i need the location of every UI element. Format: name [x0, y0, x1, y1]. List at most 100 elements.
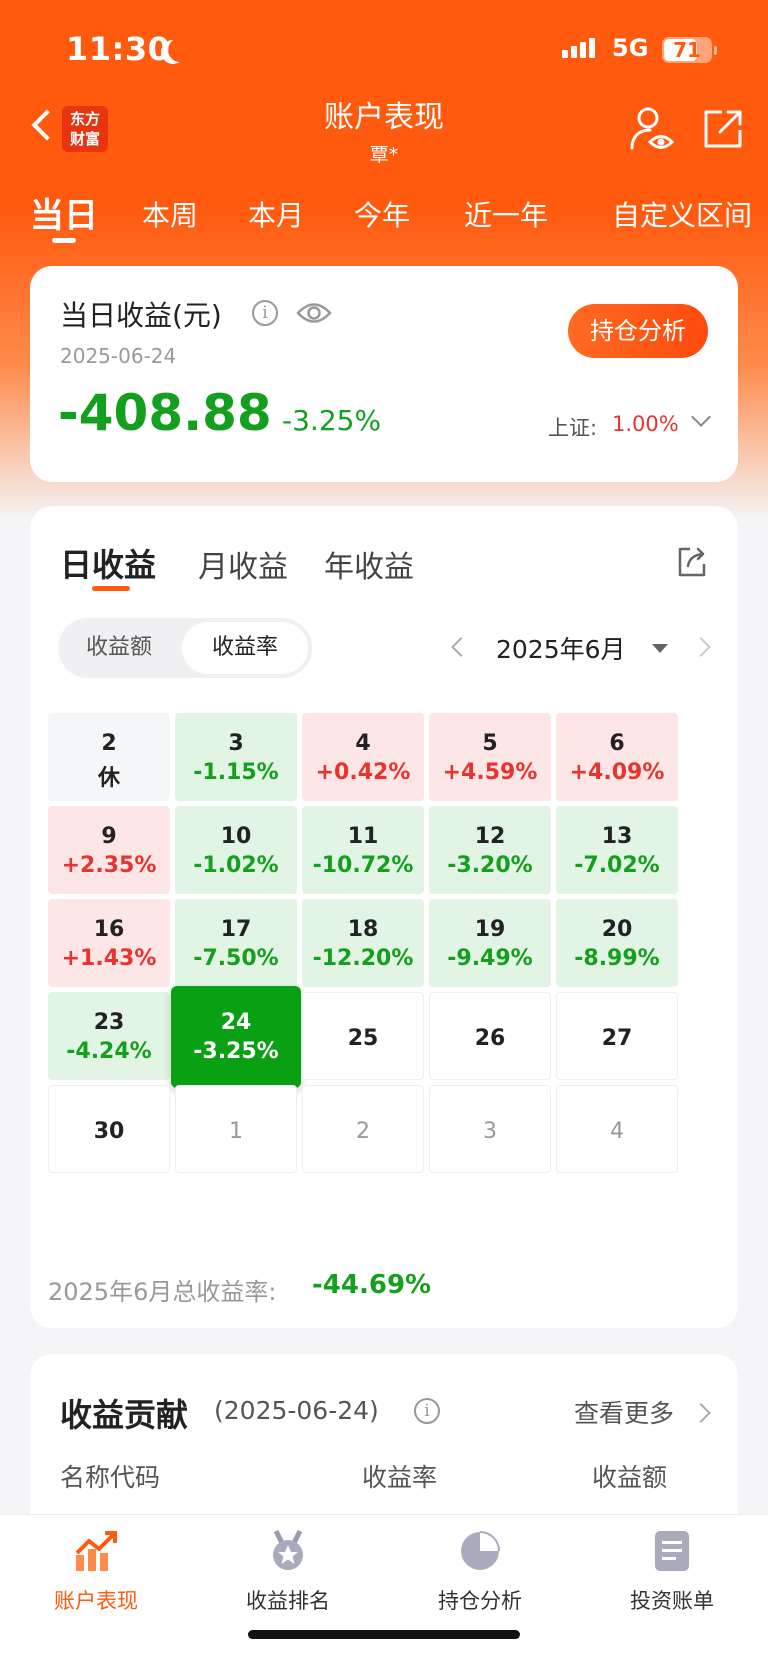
- calendar-day-cell[interactable]: 25: [302, 992, 424, 1080]
- summary-card: 当日收益(元) i 2025-06-24 持仓分析 -408.88 -3.25%…: [30, 266, 738, 482]
- index-value[interactable]: 1.00%: [612, 412, 679, 436]
- tab-last-year[interactable]: 近一年: [464, 199, 549, 232]
- user-privacy-icon[interactable]: [630, 106, 674, 152]
- bottom-tab-account[interactable]: 账户表现: [0, 1515, 192, 1625]
- calendar-day-number: 11: [347, 824, 379, 849]
- info-icon[interactable]: i: [414, 1398, 440, 1424]
- calendar-day-number: 1: [229, 1119, 243, 1144]
- toggle-amount[interactable]: 收益额: [85, 635, 152, 660]
- tab-this-year[interactable]: 今年: [354, 199, 411, 232]
- calendar-day-cell[interactable]: 4 +0.42%: [302, 713, 424, 801]
- share-icon[interactable]: [676, 546, 708, 578]
- calendar-day-cell[interactable]: 13 -7.02%: [556, 806, 678, 894]
- info-icon[interactable]: i: [252, 300, 278, 326]
- index-label[interactable]: 上证:: [548, 416, 598, 440]
- calendar-day-cell[interactable]: 1: [175, 1085, 297, 1173]
- bottom-tab-bills[interactable]: 投资账单: [576, 1515, 768, 1625]
- brand-logo: 东方财富: [62, 106, 108, 152]
- calendar-day-cell[interactable]: 20 -8.99%: [556, 899, 678, 987]
- calendar-day-value: 休: [97, 766, 120, 791]
- column-header-amount[interactable]: 收益额: [592, 1463, 668, 1492]
- prev-month-chevron-icon[interactable]: [451, 637, 471, 657]
- tab-monthly-earnings[interactable]: 月收益: [198, 550, 288, 585]
- active-tab-indicator: [52, 238, 76, 243]
- calendar-day-cell[interactable]: 27: [556, 992, 678, 1080]
- calendar-day-cell[interactable]: 9 +2.35%: [48, 806, 170, 894]
- column-header-rate[interactable]: 收益率: [362, 1463, 438, 1492]
- calendar-day-cell[interactable]: 4: [556, 1085, 678, 1173]
- calendar-day-number: 26: [474, 1026, 506, 1051]
- calendar-day-cell[interactable]: 12 -3.20%: [429, 806, 551, 894]
- calendar-day-value: -8.99%: [574, 946, 660, 971]
- calendar-day-cell[interactable]: 24 -3.25%: [171, 986, 301, 1088]
- daily-profit-amount: -408.88: [58, 384, 272, 442]
- month-label[interactable]: 2025年6月: [496, 635, 626, 664]
- page-title: 账户表现: [324, 100, 444, 135]
- calendar-day-cell[interactable]: 3 -1.15%: [175, 713, 297, 801]
- bottom-tab-ranking[interactable]: 收益排名: [192, 1515, 384, 1625]
- bottom-tab-label: 持仓分析: [438, 1589, 522, 1613]
- calendar-day-number: 3: [483, 1119, 497, 1144]
- calendar-day-cell[interactable]: 23 -4.24%: [48, 992, 170, 1080]
- calendar-day-cell[interactable]: 19 -9.49%: [429, 899, 551, 987]
- summary-date: 2025-06-24: [60, 344, 177, 368]
- calendar-day-cell[interactable]: 16 +1.43%: [48, 899, 170, 987]
- bottom-tab-holdings[interactable]: 持仓分析: [384, 1515, 576, 1625]
- calendar-day-value: -4.24%: [66, 1039, 152, 1064]
- account-name: 覃*: [369, 144, 399, 166]
- column-header-name: 名称代码: [60, 1463, 161, 1492]
- calendar-day-value: +4.09%: [569, 760, 665, 785]
- earnings-calendar-card: 日收益 月收益 年收益 收益额 收益率 2025年6月 周一 周二 周三 周四 …: [30, 506, 738, 1328]
- tab-daily-earnings[interactable]: 日收益: [60, 546, 157, 584]
- tab-yearly-earnings[interactable]: 年收益: [324, 550, 414, 585]
- contribution-date: (2025-06-24): [214, 1396, 379, 1425]
- calendar-day-cell[interactable]: 3: [429, 1085, 551, 1173]
- moon-icon: [168, 38, 192, 62]
- calendar-day-number: 2: [101, 731, 117, 756]
- tab-this-week[interactable]: 本周: [142, 199, 199, 232]
- calendar-day-number: 4: [610, 1119, 624, 1144]
- calendar-day-number: 2: [356, 1119, 370, 1144]
- calendar-day-value: -7.50%: [193, 946, 279, 971]
- calendar-day-cell[interactable]: 17 -7.50%: [175, 899, 297, 987]
- calendar-day-cell[interactable]: 2: [302, 1085, 424, 1173]
- toggle-rate[interactable]: 收益率: [182, 622, 308, 674]
- calendar-day-value: -3.25%: [193, 1039, 279, 1064]
- eye-icon[interactable]: [296, 296, 332, 330]
- bottom-tab-label: 账户表现: [54, 1589, 138, 1613]
- calendar-day-number: 20: [601, 917, 633, 942]
- brand-logo-text: 东方财富: [69, 110, 100, 148]
- month-total-value: -44.69%: [312, 1270, 432, 1300]
- chevron-right-icon[interactable]: [691, 1403, 711, 1423]
- dropdown-triangle-icon[interactable]: [652, 644, 668, 653]
- calendar-day-cell[interactable]: 26: [429, 992, 551, 1080]
- calendar-day-number: 30: [93, 1119, 125, 1144]
- calendar-day-value: -1.15%: [193, 760, 279, 785]
- calendar-day-cell[interactable]: 30: [48, 1085, 170, 1173]
- calendar-day-cell[interactable]: 18 -12.20%: [302, 899, 424, 987]
- calendar-day-number: 5: [482, 731, 498, 756]
- calendar-day-value: +1.43%: [61, 946, 157, 971]
- chevron-down-icon[interactable]: [691, 407, 711, 427]
- tab-this-month[interactable]: 本月: [248, 199, 305, 232]
- calendar-day-cell[interactable]: 5 +4.59%: [429, 713, 551, 801]
- calendar-day-number: 18: [347, 917, 379, 942]
- share-icon[interactable]: [702, 108, 744, 150]
- bottom-tab-label: 收益排名: [246, 1589, 330, 1613]
- see-more-link[interactable]: 查看更多: [574, 1399, 675, 1428]
- calendar-day-value: -9.49%: [447, 946, 533, 971]
- calendar-day-cell[interactable]: 10 -1.02%: [175, 806, 297, 894]
- tab-today[interactable]: 当日: [30, 196, 98, 236]
- calendar-day-cell[interactable]: 6 +4.09%: [556, 713, 678, 801]
- tab-custom-range[interactable]: 自定义区间: [612, 199, 753, 232]
- calendar-day-value: +4.59%: [442, 760, 538, 785]
- calendar-day-value: +2.35%: [61, 853, 157, 878]
- battery-icon: 71: [662, 37, 712, 63]
- calendar-day-number: 10: [220, 824, 252, 849]
- next-month-chevron-icon[interactable]: [691, 637, 711, 657]
- calendar-day-number: 27: [601, 1026, 633, 1051]
- calendar-day-cell[interactable]: 11 -10.72%: [302, 806, 424, 894]
- holdings-analysis-button[interactable]: 持仓分析: [568, 304, 708, 358]
- calendar-day-number: 24: [220, 1010, 252, 1035]
